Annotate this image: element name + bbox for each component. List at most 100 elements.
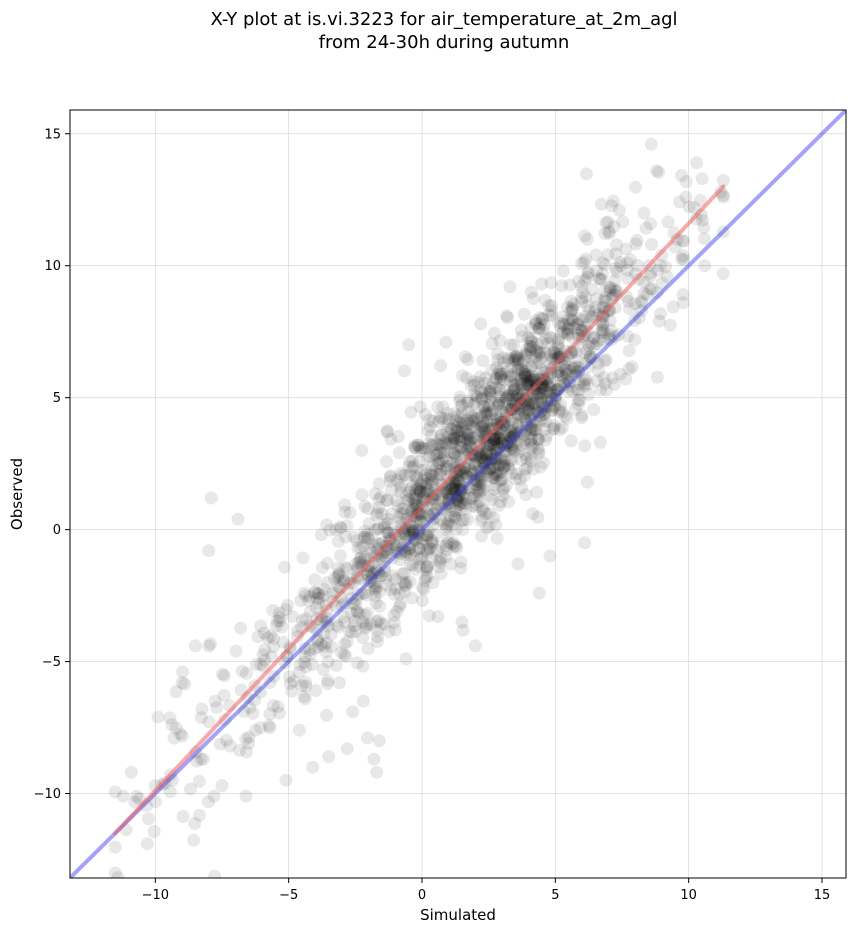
scatter-point xyxy=(463,482,477,496)
scatter-point xyxy=(476,354,490,368)
scatter-point xyxy=(356,631,370,645)
scatter-point xyxy=(675,252,689,266)
scatter-point xyxy=(452,490,466,504)
scatter-point xyxy=(412,526,426,540)
scatter-point xyxy=(507,383,520,397)
scatter-point xyxy=(528,397,542,411)
scatter-point xyxy=(650,370,664,384)
scatter-point xyxy=(381,512,395,526)
scatter-point xyxy=(490,531,504,545)
scatter-point xyxy=(576,286,590,300)
scatter-point xyxy=(239,732,253,746)
scatter-point xyxy=(371,521,385,535)
scatter-point xyxy=(605,199,619,213)
scatter-point xyxy=(524,375,537,389)
scatter-point xyxy=(441,493,455,507)
scatter-point xyxy=(283,677,297,690)
scatter-point xyxy=(176,665,190,679)
scatter-point xyxy=(575,333,589,347)
scatter-point xyxy=(141,812,155,826)
scatter-point xyxy=(584,350,598,364)
scatter-point xyxy=(339,650,353,664)
scatter-point xyxy=(583,351,597,365)
scatter-point xyxy=(422,450,436,464)
scatter-point xyxy=(390,539,404,553)
scatter-point xyxy=(537,318,551,332)
scatter-point xyxy=(418,408,432,421)
scatter-point xyxy=(426,414,440,428)
scatter-point xyxy=(358,499,372,513)
scatter-point xyxy=(435,440,449,454)
scatter-point xyxy=(449,512,463,526)
scatter-point xyxy=(407,523,421,537)
scatter-point xyxy=(403,468,417,482)
scatter-point xyxy=(350,605,364,619)
scatter-point xyxy=(614,259,627,273)
scatter-point xyxy=(676,249,690,263)
scatter-point xyxy=(375,507,389,521)
scatter-point xyxy=(413,484,427,498)
scatter-point xyxy=(590,264,604,278)
scatter-point xyxy=(560,412,574,425)
scatter-point xyxy=(599,294,613,308)
scatter-point xyxy=(585,283,599,296)
scatter-point xyxy=(430,447,444,461)
scatter-point xyxy=(526,407,540,421)
scatter-point xyxy=(414,476,428,490)
scatter-point xyxy=(447,480,461,494)
scatter-point xyxy=(537,456,550,470)
scatter-point xyxy=(535,351,549,365)
scatter-point xyxy=(556,264,570,278)
scatter-point xyxy=(338,615,352,629)
scatter-point xyxy=(398,364,411,378)
scatter-point xyxy=(452,431,466,444)
scatter-point xyxy=(578,273,592,287)
scatter-point xyxy=(492,440,506,454)
scatter-point xyxy=(445,422,458,436)
scatter-point xyxy=(370,623,384,637)
y-tick-label: 15 xyxy=(44,127,61,142)
scatter-point xyxy=(475,393,489,406)
scatter-point xyxy=(532,405,546,419)
scatter-point xyxy=(447,476,461,490)
scatter-point xyxy=(475,478,489,492)
scatter-point xyxy=(495,367,509,381)
scatter-point xyxy=(484,456,498,470)
scatter-point xyxy=(444,482,458,496)
scatter-point xyxy=(334,645,348,659)
scatter-point xyxy=(528,415,542,429)
scatter-point xyxy=(414,463,428,477)
scatter-point xyxy=(594,197,608,211)
scatter-point xyxy=(477,417,491,431)
scatter-point xyxy=(333,549,347,562)
scatter-point xyxy=(465,420,479,434)
scatter-point xyxy=(338,596,352,610)
scatter-point xyxy=(603,280,616,294)
scatter-point xyxy=(404,481,418,495)
scatter-point xyxy=(373,569,387,583)
scatter-point xyxy=(483,463,497,476)
scatter-point xyxy=(416,485,430,499)
scatter-point xyxy=(598,377,612,391)
scatter-point xyxy=(591,356,605,370)
scatter-point xyxy=(489,451,503,465)
scatter-point xyxy=(537,407,551,421)
scatter-point xyxy=(456,418,470,432)
scatter-point xyxy=(518,462,532,476)
scatter-point xyxy=(389,494,403,507)
scatter-point xyxy=(358,608,371,622)
scatter-point xyxy=(529,423,543,437)
scatter-point xyxy=(407,493,421,507)
scatter-point xyxy=(524,410,538,424)
scatter-point xyxy=(447,536,460,550)
scatter-point xyxy=(523,339,537,353)
scatter-point xyxy=(478,457,492,470)
scatter-point xyxy=(478,422,491,436)
scatter-point xyxy=(430,437,444,451)
scatter-point xyxy=(422,525,436,539)
scatter-point xyxy=(501,353,515,367)
scatter-point xyxy=(546,422,560,436)
scatter-point xyxy=(535,336,549,350)
scatter-point xyxy=(441,418,455,432)
scatter-point xyxy=(466,431,480,445)
